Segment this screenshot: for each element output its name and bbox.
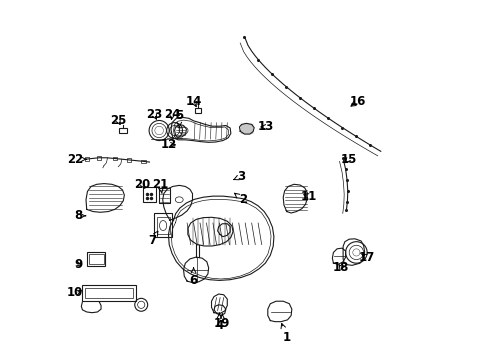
Text: 13: 13 [257,121,274,134]
Text: 24: 24 [163,108,180,121]
Text: 1: 1 [281,324,290,344]
Text: 19: 19 [214,314,230,330]
Text: 14: 14 [185,95,202,108]
Text: 25: 25 [110,114,126,127]
Text: 22: 22 [67,153,86,166]
Text: 11: 11 [300,190,317,203]
Text: 21: 21 [152,178,168,194]
Text: 12: 12 [160,138,176,151]
Text: 3: 3 [233,170,244,183]
Text: 6: 6 [189,268,197,287]
Text: 7: 7 [147,231,158,247]
Text: 8: 8 [75,210,85,222]
Text: 23: 23 [146,108,162,121]
Text: 10: 10 [67,287,83,300]
Text: 15: 15 [340,153,356,166]
Text: 20: 20 [134,178,150,191]
Text: 16: 16 [348,95,365,108]
Text: 2: 2 [234,193,246,206]
Text: 9: 9 [75,258,83,271]
Text: 18: 18 [332,261,349,274]
Text: 5: 5 [175,109,183,127]
Text: 4: 4 [215,313,223,332]
Text: 17: 17 [358,251,374,264]
